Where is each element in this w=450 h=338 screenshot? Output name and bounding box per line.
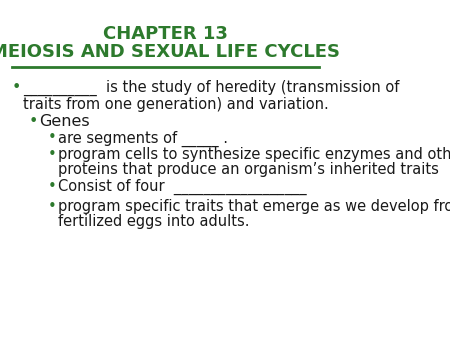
Text: program specific traits that emerge as we develop from: program specific traits that emerge as w… [58, 199, 450, 214]
Text: fertilized eggs into adults.: fertilized eggs into adults. [58, 214, 249, 229]
Text: program cells to synthesize specific enzymes and other: program cells to synthesize specific enz… [58, 147, 450, 162]
Text: •: • [48, 130, 57, 145]
Text: Consist of four  __________________: Consist of four __________________ [58, 179, 306, 195]
Text: MEIOSIS AND SEXUAL LIFE CYCLES: MEIOSIS AND SEXUAL LIFE CYCLES [0, 43, 340, 61]
Text: •: • [48, 199, 57, 214]
Text: •: • [48, 179, 57, 194]
Text: •: • [28, 114, 37, 129]
Text: •: • [48, 147, 57, 162]
Text: CHAPTER 13: CHAPTER 13 [103, 25, 228, 43]
Text: are segments of _____ .: are segments of _____ . [58, 130, 228, 147]
Text: Genes: Genes [40, 114, 90, 129]
Text: traits from one generation) and variation.: traits from one generation) and variatio… [23, 97, 329, 112]
Text: •: • [12, 80, 21, 95]
Text: proteins that produce an organism’s inherited traits: proteins that produce an organism’s inhe… [58, 162, 438, 177]
Text: __________  is the study of heredity (transmission of: __________ is the study of heredity (tra… [23, 80, 400, 96]
